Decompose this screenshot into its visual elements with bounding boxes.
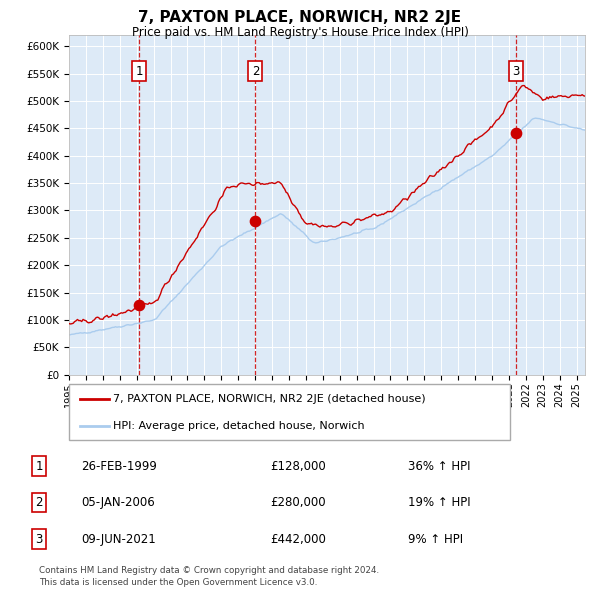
Point [251,217,260,226]
Text: £280,000: £280,000 [270,496,326,509]
Text: £442,000: £442,000 [270,533,326,546]
Text: 9% ↑ HPI: 9% ↑ HPI [408,533,463,546]
Text: 1: 1 [136,64,143,77]
Text: 05-JAN-2006: 05-JAN-2006 [81,496,155,509]
Text: 1: 1 [35,460,43,473]
Text: £128,000: £128,000 [270,460,326,473]
Point [512,128,521,137]
Text: 2: 2 [35,496,43,509]
Text: Contains HM Land Registry data © Crown copyright and database right 2024.: Contains HM Land Registry data © Crown c… [39,566,379,575]
Point [134,300,144,309]
Text: Price paid vs. HM Land Registry's House Price Index (HPI): Price paid vs. HM Land Registry's House … [131,26,469,39]
Text: 3: 3 [35,533,43,546]
Text: 2: 2 [251,64,259,77]
Text: 3: 3 [512,64,520,77]
Text: 19% ↑ HPI: 19% ↑ HPI [408,496,470,509]
Text: 7, PAXTON PLACE, NORWICH, NR2 2JE (detached house): 7, PAXTON PLACE, NORWICH, NR2 2JE (detac… [113,394,426,404]
Text: 26-FEB-1999: 26-FEB-1999 [81,460,157,473]
Text: 36% ↑ HPI: 36% ↑ HPI [408,460,470,473]
Text: This data is licensed under the Open Government Licence v3.0.: This data is licensed under the Open Gov… [39,578,317,587]
Text: 09-JUN-2021: 09-JUN-2021 [81,533,156,546]
Text: HPI: Average price, detached house, Norwich: HPI: Average price, detached house, Norw… [113,421,365,431]
Text: 7, PAXTON PLACE, NORWICH, NR2 2JE: 7, PAXTON PLACE, NORWICH, NR2 2JE [139,10,461,25]
